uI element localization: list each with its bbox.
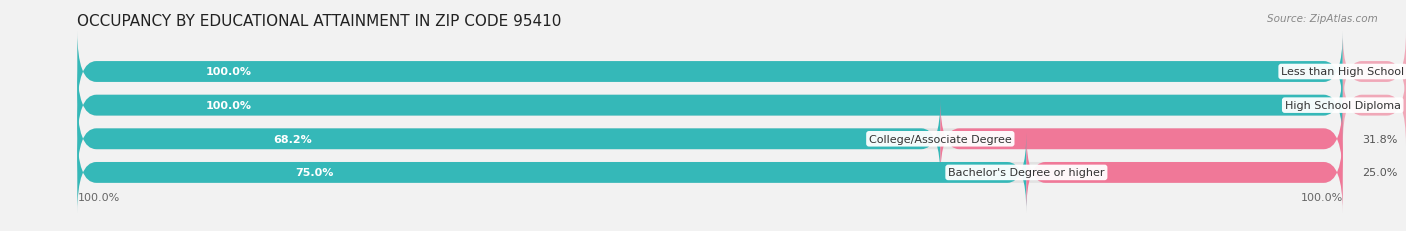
FancyBboxPatch shape	[1343, 32, 1406, 112]
FancyBboxPatch shape	[77, 32, 1343, 112]
Text: Bachelor's Degree or higher: Bachelor's Degree or higher	[948, 168, 1105, 178]
FancyBboxPatch shape	[77, 66, 1343, 146]
Text: 100.0%: 100.0%	[1301, 192, 1343, 202]
FancyBboxPatch shape	[77, 133, 1026, 213]
Text: OCCUPANCY BY EDUCATIONAL ATTAINMENT IN ZIP CODE 95410: OCCUPANCY BY EDUCATIONAL ATTAINMENT IN Z…	[77, 14, 562, 29]
FancyBboxPatch shape	[77, 133, 1343, 213]
Text: 25.0%: 25.0%	[1361, 168, 1398, 178]
FancyBboxPatch shape	[1026, 133, 1343, 213]
FancyBboxPatch shape	[941, 99, 1343, 179]
FancyBboxPatch shape	[77, 99, 941, 179]
Text: Less than High School: Less than High School	[1281, 67, 1405, 77]
FancyBboxPatch shape	[1343, 66, 1406, 146]
Text: 31.8%: 31.8%	[1361, 134, 1398, 144]
Text: 68.2%: 68.2%	[274, 134, 312, 144]
Text: 75.0%: 75.0%	[295, 168, 333, 178]
FancyBboxPatch shape	[77, 32, 1343, 112]
Text: Source: ZipAtlas.com: Source: ZipAtlas.com	[1267, 14, 1378, 24]
Text: 100.0%: 100.0%	[77, 192, 120, 202]
Text: 100.0%: 100.0%	[207, 101, 252, 111]
FancyBboxPatch shape	[77, 99, 1343, 179]
Text: High School Diploma: High School Diploma	[1285, 101, 1400, 111]
FancyBboxPatch shape	[77, 66, 1343, 146]
Text: College/Associate Degree: College/Associate Degree	[869, 134, 1012, 144]
Text: 100.0%: 100.0%	[207, 67, 252, 77]
